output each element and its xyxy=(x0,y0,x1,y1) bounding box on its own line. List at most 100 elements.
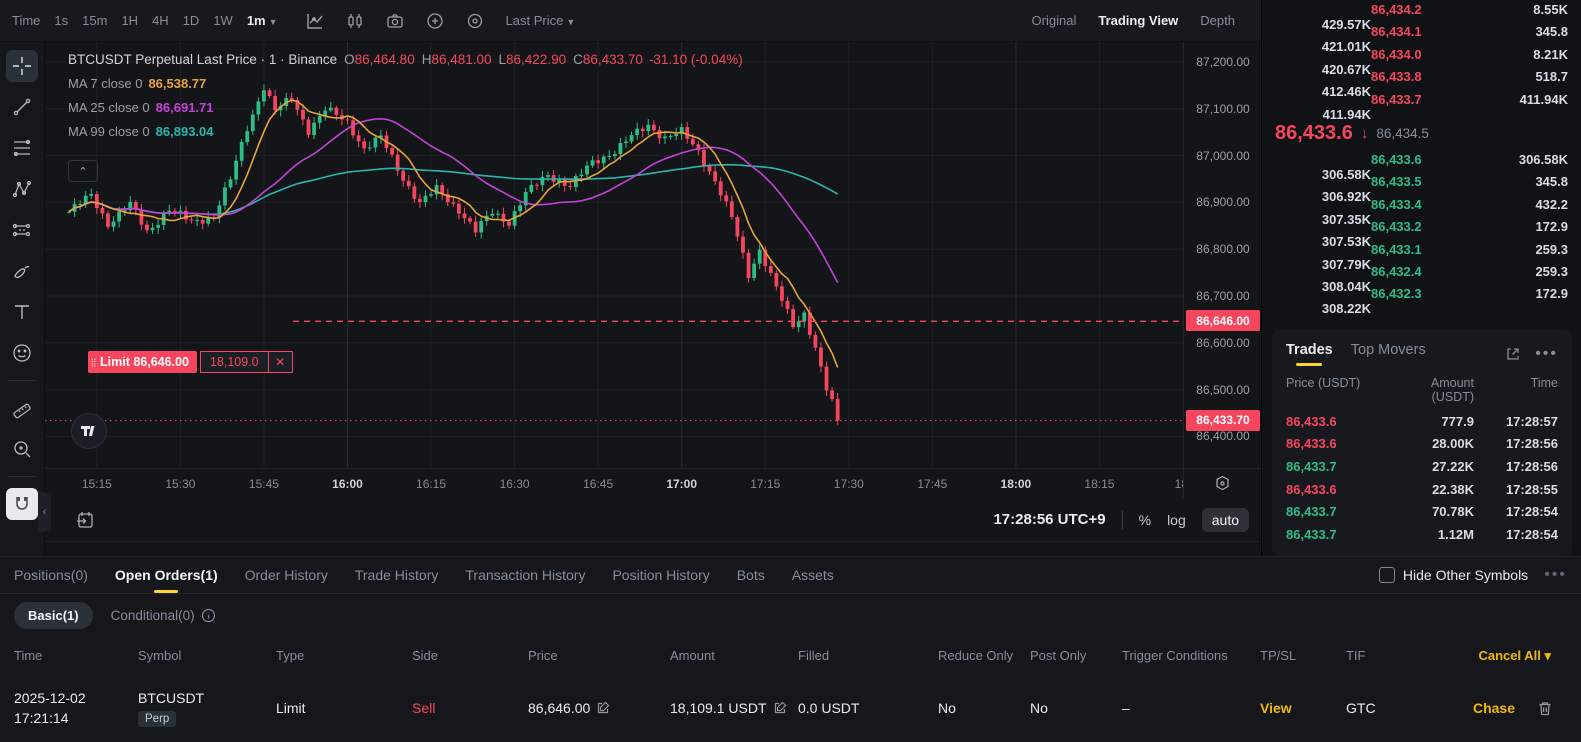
indicator-line-icon[interactable] xyxy=(306,12,324,30)
price-tick-label: 86,500.00 xyxy=(1196,382,1250,397)
price-tick-label: 87,100.00 xyxy=(1196,101,1250,116)
tab-transaction-history[interactable]: Transaction History xyxy=(465,567,586,583)
open-order-line-tag: ⣿ Limit 86,646.00 18,109.0 ✕ xyxy=(88,351,293,373)
orderbook-bid-row[interactable]: 86,432.4 259.3 308.04K xyxy=(1262,264,1581,294)
legend-collapse-button[interactable]: ⌃ xyxy=(68,160,98,182)
tab-trades[interactable]: Trades xyxy=(1286,342,1333,366)
fib-retracement-tool[interactable] xyxy=(6,132,38,164)
trade-row[interactable]: 86,433.7 1.12M 17:28:54 xyxy=(1272,523,1572,546)
trades-tabs: Trades Top Movers ••• xyxy=(1272,330,1572,374)
projection-tool[interactable] xyxy=(6,214,38,246)
panel-more-options-icon[interactable]: ••• xyxy=(1544,566,1567,583)
time-tick-label: 16:00 xyxy=(332,477,363,491)
orderbook-bid-row[interactable]: 86,433.5 345.8 306.92K xyxy=(1262,174,1581,204)
toolbar-collapse-handle[interactable]: ‹ xyxy=(38,492,51,532)
orderbook-ask-row[interactable]: 86,433.8 518.7 412.46K xyxy=(1262,69,1581,99)
tab-top-movers[interactable]: Top Movers xyxy=(1350,342,1426,358)
edit-amount-icon[interactable] xyxy=(773,701,787,715)
price-tick-label: 87,200.00 xyxy=(1196,55,1250,69)
order-drag-handle-icon[interactable]: ⣿ xyxy=(88,351,98,373)
trade-row[interactable]: 86,433.6 777.9 17:28:57 xyxy=(1272,410,1572,433)
orderbook-bid-row[interactable]: 86,433.1 259.3 307.79K xyxy=(1262,242,1581,272)
chart-style-candles-icon[interactable] xyxy=(346,12,364,30)
orderbook-mid-price[interactable]: 86,433.6 ↓ 86,434.5 xyxy=(1262,116,1581,152)
edit-price-icon[interactable] xyxy=(596,701,610,715)
interval-button-1d[interactable]: 1D xyxy=(182,13,200,28)
settings-icon[interactable] xyxy=(466,12,484,30)
delete-order-icon[interactable] xyxy=(1537,700,1553,717)
tab-open-orders[interactable]: Open Orders(1) xyxy=(115,557,218,593)
orderbook-panel: 86,434.2 8.55K 429.57K 86,434.1 345.8 421.01K… xyxy=(1261,0,1581,556)
interval-button-1w[interactable]: 1W xyxy=(213,13,233,28)
log-scale-button[interactable]: log xyxy=(1167,511,1186,528)
chase-order-button[interactable]: Chase xyxy=(1472,700,1515,716)
trade-row[interactable]: 86,433.7 27.22K 17:28:56 xyxy=(1272,455,1572,478)
ob-amount: 411.94K xyxy=(1519,91,1568,107)
subtab-basic[interactable]: Basic(1) xyxy=(14,601,93,629)
price-axis[interactable]: 87,200.00 87,100.00 87,000.00 86,900.00 86,8… xyxy=(1183,42,1261,468)
chart-clock[interactable]: 17:28:56 UTC+9 xyxy=(993,511,1106,528)
orderbook-ask-row[interactable]: 86,434.0 8.21K 420.67K xyxy=(1262,47,1581,77)
hide-other-symbols-checkbox[interactable]: Hide Other Symbols xyxy=(1378,567,1528,583)
go-to-date-icon[interactable] xyxy=(75,510,95,530)
order-line-amount[interactable]: 18,109.0 xyxy=(199,351,269,373)
cancel-all-button[interactable]: Cancel All ▾ xyxy=(1478,648,1551,664)
orderbook-bid-row[interactable]: 86,433.6 306.58K 306.58K xyxy=(1262,152,1581,182)
interval-button-1h[interactable]: 1H xyxy=(121,13,139,28)
view-mode-depth[interactable]: Depth xyxy=(1200,13,1235,28)
trade-row[interactable]: 86,433.6 28.00K 17:28:56 xyxy=(1272,433,1572,456)
interval-button-4h[interactable]: 4H xyxy=(152,13,169,28)
interval-button-15m[interactable]: 15m xyxy=(82,13,108,28)
tab-positions[interactable]: Positions(0) xyxy=(14,567,88,583)
xabcd-pattern-tool[interactable] xyxy=(6,173,38,205)
tab-assets[interactable]: Assets xyxy=(791,567,834,583)
time-axis-type-button[interactable]: Time xyxy=(12,13,41,28)
order-line-label[interactable]: Limit 86,646.00 xyxy=(98,351,197,373)
time-axis[interactable]: 15:15 15:30 15:45 16:00 16:15 16:30 16:45 17:00… xyxy=(45,468,1183,498)
orderbook-bid-row[interactable]: 86,432.3 172.9 308.22K xyxy=(1262,286,1581,316)
orderbook-bid-row[interactable]: 86,433.4 432.2 307.35K xyxy=(1262,197,1581,227)
zoom-in-tool[interactable] xyxy=(6,433,38,465)
cancel-order-icon[interactable]: ✕ xyxy=(268,351,293,373)
tab-trade-history[interactable]: Trade History xyxy=(354,567,439,583)
emoji-tool[interactable] xyxy=(6,337,38,369)
price-mode-dropdown[interactable]: Last Price ▼ xyxy=(505,13,576,28)
tab-bots[interactable]: Bots xyxy=(736,567,765,583)
orderbook-bid-row[interactable]: 86,433.2 172.9 307.53K xyxy=(1262,219,1581,249)
brush-tool[interactable] xyxy=(6,255,38,287)
orderbook-ask-row[interactable]: 86,434.2 8.55K 429.57K xyxy=(1262,2,1581,32)
orderbook-ask-row[interactable]: 86,433.7 411.94K 411.94K xyxy=(1262,91,1581,122)
camera-snapshot-icon[interactable] xyxy=(386,12,404,30)
trend-line-tool[interactable] xyxy=(6,91,38,123)
percent-scale-button[interactable]: % xyxy=(1138,511,1152,528)
orderbook-ask-row[interactable]: 86,434.1 345.8 421.01K xyxy=(1262,24,1581,54)
trade-row[interactable]: 86,433.7 70.78K 17:28:54 xyxy=(1272,500,1572,523)
candlestick-plot[interactable] xyxy=(45,42,1183,468)
add-circle-icon[interactable] xyxy=(426,12,444,30)
trade-row[interactable]: 86,433.6 22.38K 17:28:55 xyxy=(1272,478,1572,501)
orders-table-header: Time Symbol Type Side Price Amount Filled Reduc… xyxy=(0,636,1581,676)
column-header-price: Price xyxy=(528,648,558,664)
toolbar-divider xyxy=(8,380,36,381)
subtab-conditional[interactable]: Conditional(0) xyxy=(111,608,216,623)
trade-time: 17:28:55 xyxy=(1505,481,1558,497)
axis-settings-icon[interactable] xyxy=(1214,475,1231,492)
more-options-icon[interactable]: ••• xyxy=(1535,345,1558,362)
ob-amount: 172.9 xyxy=(1535,219,1568,235)
column-header-time: Time xyxy=(14,648,43,664)
view-mode-trading-view[interactable]: Trading View xyxy=(1098,13,1179,28)
tab-order-history[interactable]: Order History xyxy=(244,567,328,583)
order-symbol-cell[interactable]: BTCUSDT Perp xyxy=(138,689,205,727)
order-tpsl-view-link[interactable]: View xyxy=(1260,700,1292,716)
tradingview-logo[interactable] xyxy=(71,413,107,449)
magnet-mode-tool[interactable] xyxy=(6,488,38,520)
text-tool[interactable] xyxy=(6,296,38,328)
tab-position-history[interactable]: Position History xyxy=(612,567,710,583)
export-icon[interactable] xyxy=(1505,346,1521,362)
auto-scale-button[interactable]: auto xyxy=(1201,507,1249,532)
view-mode-original[interactable]: Original xyxy=(1031,13,1077,28)
interval-button-1s[interactable]: 1s xyxy=(54,13,69,28)
measure-ruler-tool[interactable] xyxy=(6,392,38,424)
crosshair-tool[interactable] xyxy=(6,50,38,82)
selected-interval-button[interactable]: 1m ▼ xyxy=(246,13,278,28)
